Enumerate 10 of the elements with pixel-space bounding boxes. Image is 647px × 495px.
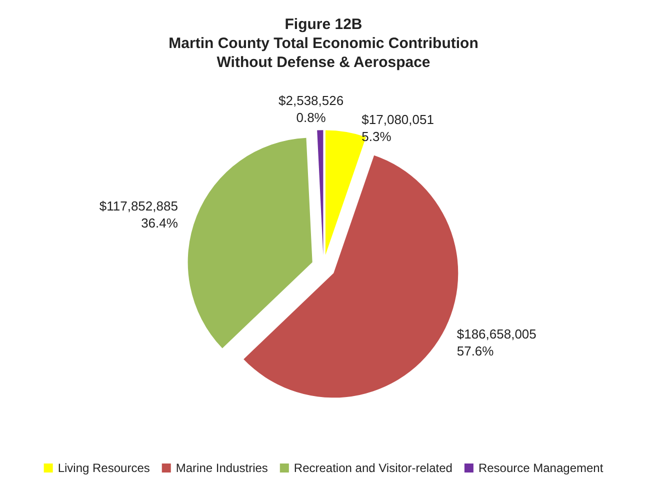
legend-label: Living Resources (58, 461, 150, 475)
legend-label: Recreation and Visitor-related (294, 461, 452, 475)
data-label: $186,658,005 57.6% (456, 326, 536, 358)
data-label: $2,538,526 0.8% (278, 93, 344, 126)
chart-subtitle: Martin County Total Economic Contribution Without Defense & Aerospace (168, 35, 478, 71)
legend-label: Marine Industries (176, 461, 268, 475)
data-label: $17,080,051 5.3% (362, 112, 434, 144)
legend-label: Resource Management (478, 461, 604, 475)
data-label: $117,852,885 36.4% (99, 198, 178, 231)
chart-title: Figure 12B (284, 16, 362, 33)
